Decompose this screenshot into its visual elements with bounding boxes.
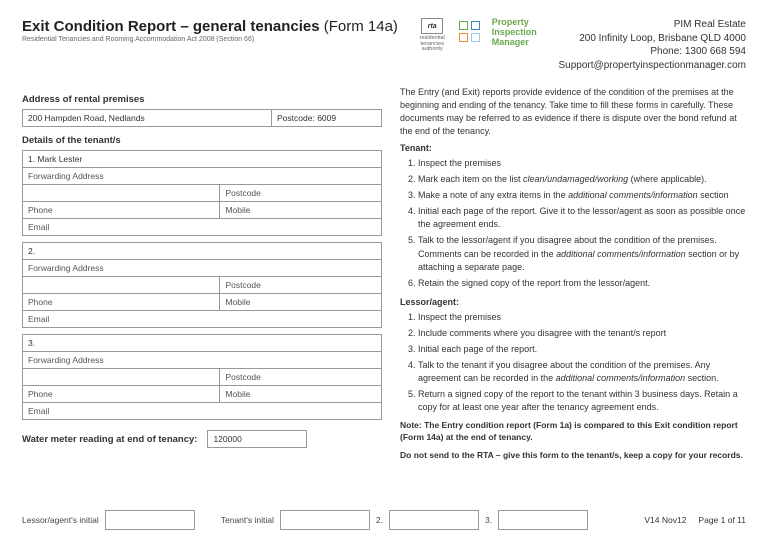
company-addr: 200 Infinity Loop, Brisbane QLD 4000 (559, 32, 746, 46)
list-item: Return a signed copy of the report to th… (418, 388, 746, 414)
list-item: Mark each item on the list clean/undamag… (418, 173, 746, 186)
rta-logo: rta residential tenancies authority (420, 18, 445, 53)
forwarding-field[interactable]: Forwarding Address (23, 260, 382, 277)
lessor-initial-box[interactable] (105, 510, 195, 530)
tenants-label: Details of the tenant/s (22, 135, 382, 146)
email-field[interactable]: Email (23, 311, 382, 328)
address-field[interactable]: 200 Hampden Road, Nedlands (22, 109, 272, 127)
mobile-field[interactable]: Mobile (220, 386, 382, 403)
rta-sub: residential tenancies authority (420, 36, 445, 53)
note1: Note: The Entry condition report (Form 1… (400, 420, 746, 444)
list-item: Initial each page of the report. (418, 343, 746, 356)
water-label: Water meter reading at end of tenancy: (22, 434, 197, 445)
email-field[interactable]: Email (23, 403, 382, 420)
mobile-field[interactable]: Mobile (220, 294, 382, 311)
tenant-head: Tenant: (400, 142, 746, 155)
list-item: Inspect the premises (418, 311, 746, 324)
forwarding-field[interactable]: Forwarding Address (23, 352, 382, 369)
address-label: Address of rental premises (22, 94, 382, 105)
postcode-field[interactable]: Postcode (220, 277, 382, 294)
list-item: Talk to the lessor/agent if you disagree… (418, 234, 746, 273)
company-block: PIM Real Estate 200 Infinity Loop, Brisb… (559, 18, 746, 72)
addr2-field[interactable] (23, 277, 220, 294)
company-email: Support@propertyinspectionmanager.com (559, 59, 746, 73)
page-title: Exit Condition Report – general tenancie… (22, 18, 398, 35)
footer-tenant-label: Tenant's initial (221, 515, 274, 525)
rta-icon: rta (421, 18, 443, 34)
phone-field[interactable]: Phone (23, 294, 220, 311)
list-item: Retain the signed copy of the report fro… (418, 277, 746, 290)
note2: Do not send to the RTA – give this form … (400, 450, 746, 462)
list-item: Initial each page of the report. Give it… (418, 205, 746, 231)
lessor-steps: Inspect the premises Include comments whe… (400, 311, 746, 414)
water-field[interactable]: 120000 (207, 430, 307, 448)
tenant-initial-box-1[interactable] (280, 510, 370, 530)
title-main: Exit Condition Report – general tenancie… (22, 18, 320, 35)
lessor-head: Lessor/agent: (400, 296, 746, 309)
postcode-field[interactable]: Postcode (220, 369, 382, 386)
forwarding-field[interactable]: Forwarding Address (23, 168, 382, 185)
phone-field[interactable]: Phone (23, 386, 220, 403)
footer-version: V14 Nov12 (644, 515, 686, 525)
email-field[interactable]: Email (23, 219, 382, 236)
tenant-steps: Inspect the premises Mark each item on th… (400, 157, 746, 289)
company-name: PIM Real Estate (559, 18, 746, 32)
footer: Lessor/agent's initial Tenant's initial … (22, 510, 746, 530)
list-item: Inspect the premises (418, 157, 746, 170)
postcode-field[interactable]: Postcode (220, 185, 382, 202)
title-form: (Form 14a) (324, 18, 398, 35)
tenant-name-field[interactable]: 3. (23, 335, 382, 352)
footer-lessor-label: Lessor/agent's initial (22, 515, 99, 525)
postcode-field[interactable]: Postcode: 6009 (272, 109, 382, 127)
list-item: Talk to the tenant if you disagree about… (418, 359, 746, 385)
footer-n2: 2. (376, 515, 383, 525)
footer-n3: 3. (485, 515, 492, 525)
tenant-initial-box-3[interactable] (498, 510, 588, 530)
list-item: Make a note of any extra items in the ad… (418, 189, 746, 202)
company-phone: Phone: 1300 668 594 (559, 45, 746, 59)
addr2-field[interactable] (23, 369, 220, 386)
subtitle: Residential Tenancies and Rooming Accomm… (22, 36, 398, 43)
tenant-name-field[interactable]: 1. Mark Lester (23, 151, 382, 168)
pim-text: Property Inspection Manager (492, 18, 537, 48)
phone-field[interactable]: Phone (23, 202, 220, 219)
intro-text: The Entry (and Exit) reports provide evi… (400, 86, 746, 138)
tenant-initial-box-2[interactable] (389, 510, 479, 530)
pim-icon (459, 21, 487, 45)
pim-logo: Property Inspection Manager (459, 18, 537, 48)
addr2-field[interactable] (23, 185, 220, 202)
footer-page: Page 1 of 11 (698, 515, 746, 525)
tenant-name-field[interactable]: 2. (23, 243, 382, 260)
mobile-field[interactable]: Mobile (220, 202, 382, 219)
list-item: Include comments where you disagree with… (418, 327, 746, 340)
